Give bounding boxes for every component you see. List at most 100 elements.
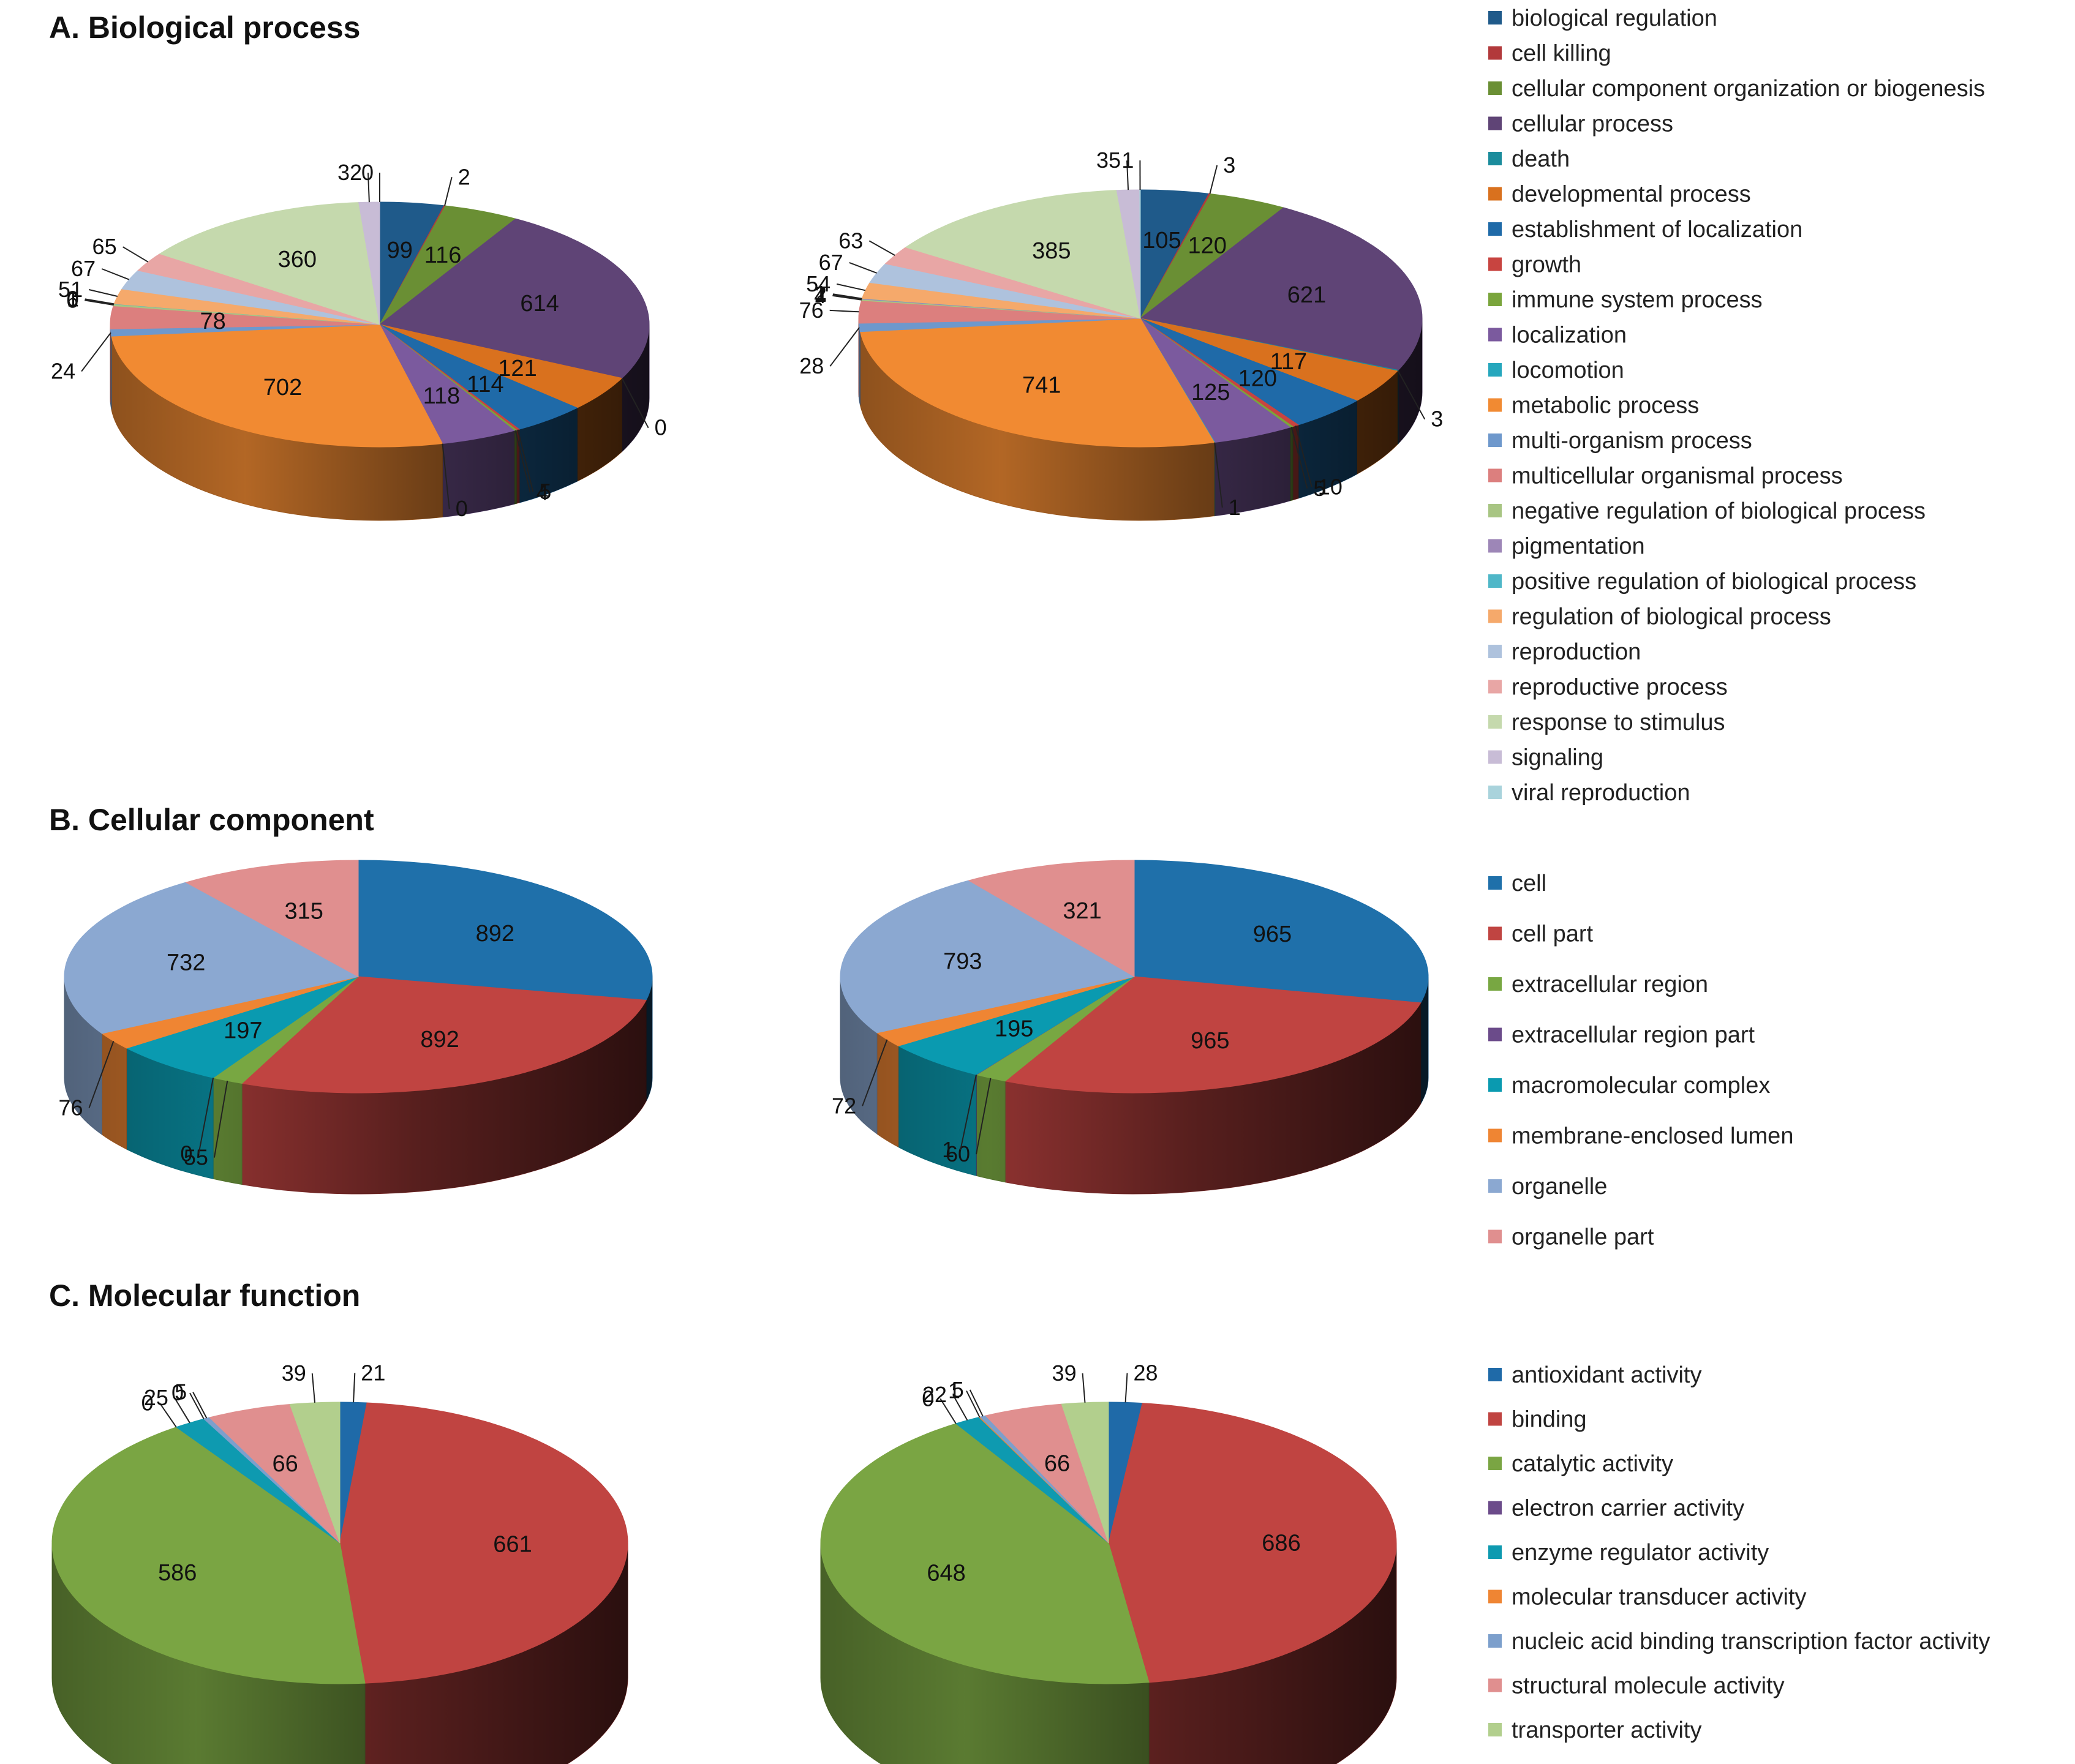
legend-swatch-multicellular-organismal-process bbox=[1488, 468, 1502, 482]
legend-label-enzyme-regulator-activity: enzyme regulator activity bbox=[1512, 1540, 1769, 1566]
legend-swatch-death bbox=[1488, 152, 1502, 165]
legend-swatch-pigmentation bbox=[1488, 539, 1502, 553]
pie-leader-line-molecular-transducer-activity bbox=[189, 1392, 205, 1419]
pie-value-label-macromolecular-complex: 195 bbox=[995, 1016, 1033, 1042]
legend-label-catalytic-activity: catalytic activity bbox=[1512, 1451, 1673, 1477]
pie-leader-line-molecular-transducer-activity bbox=[966, 1390, 981, 1417]
pie-value-label-multicellular-organismal-process: 78 bbox=[200, 309, 226, 334]
pie-value-labels: 686 648 66 28 022 15 39 bbox=[922, 1361, 1300, 1586]
legend-label-viral-reproduction: viral reproduction bbox=[1512, 780, 1690, 806]
pie-value-label-cellular-component-organization-or-biogenesis: 120 bbox=[1188, 233, 1226, 259]
pie-value-label-molecular-transducer-activity: 1 bbox=[948, 1378, 960, 1403]
pie-leader-line-enzyme-regulator-activity bbox=[952, 1394, 968, 1421]
pie-wall-shading bbox=[64, 977, 652, 1194]
legend-label-pigmentation: pigmentation bbox=[1512, 534, 1645, 560]
pie-value-label-macromolecular-complex: 197 bbox=[224, 1018, 262, 1043]
pie-value-label-enzyme-regulator-activity: 25 bbox=[144, 1385, 168, 1410]
pie-top bbox=[64, 860, 653, 1094]
legend-label-extracellular-region-part: extracellular region part bbox=[1512, 1023, 1755, 1048]
pie-value-label-binding: 686 bbox=[1262, 1530, 1300, 1556]
legend-label-growth: growth bbox=[1512, 252, 1581, 278]
pie-value-label-structural-molecule-activity: 66 bbox=[1044, 1451, 1070, 1476]
legend-swatch-electron-carrier-activity bbox=[1488, 1501, 1502, 1515]
legend-swatch-cell-part bbox=[1488, 926, 1502, 940]
pie-value-labels: 965 965 195 793 321 601 72 bbox=[832, 898, 1292, 1166]
pie-slice-establishment-of-localization bbox=[1140, 318, 1358, 426]
pie-value-label-binding: 661 bbox=[493, 1532, 532, 1558]
legend-label-multi-organism-process: multi-organism process bbox=[1512, 428, 1752, 454]
pie-leader-line-transporter-activity bbox=[1082, 1373, 1086, 1403]
pie-value-label-signaling: 35 bbox=[1096, 148, 1121, 173]
pie-leader-line-reproductive-process bbox=[122, 246, 149, 263]
pie-leader-line-regulation-of-biological-process bbox=[88, 289, 118, 297]
pie-leader-line-cell-killing bbox=[1209, 165, 1218, 194]
legend-label-biological-regulation: biological regulation bbox=[1512, 6, 1717, 31]
pie-leader-line-positive-regulation-of-biological-process bbox=[832, 293, 862, 299]
pie-value-label-multi-organism-process: 28 bbox=[799, 353, 824, 378]
pie-value-label-extracellular-region-part: 0 bbox=[180, 1141, 192, 1166]
pie-value-label-positive-regulation-of-biological-process: 1 bbox=[815, 281, 827, 306]
pie-value-label-localization: 118 bbox=[423, 383, 461, 409]
legend-swatch-localization bbox=[1488, 328, 1502, 342]
legend-label-antioxidant-activity: antioxidant activity bbox=[1512, 1362, 1702, 1388]
pie-value-label-catalytic-activity: 648 bbox=[927, 1560, 965, 1586]
pie-side-walls bbox=[858, 318, 1423, 521]
legend-swatch-enzyme-regulator-activity bbox=[1488, 1545, 1502, 1559]
pie-value-label-organelle-part: 315 bbox=[284, 899, 323, 925]
legend-label-multicellular-organismal-process: multicellular organismal process bbox=[1512, 464, 1843, 489]
pie-leader-line-nucleic-acid-binding-transcription-factor-activity bbox=[192, 1392, 208, 1419]
legend-swatch-transporter-activity bbox=[1488, 1723, 1502, 1736]
pie-value-label-establishment-of-localization: 114 bbox=[467, 372, 504, 397]
pie-slice-metabolic-process bbox=[859, 318, 1215, 448]
pie-wall-shading bbox=[859, 318, 1422, 520]
pie-value-label-response-to-stimulus: 360 bbox=[278, 247, 317, 272]
pie-slice-organelle bbox=[64, 882, 360, 1034]
legend-swatch-locomotion bbox=[1488, 363, 1502, 377]
pie-slice-catalytic-activity bbox=[820, 1423, 1150, 1684]
pie-slice-developmental-process bbox=[1140, 318, 1398, 402]
pie-slice-cellular-process bbox=[1139, 207, 1423, 371]
pie-value-label-establishment-of-localization: 120 bbox=[1238, 366, 1277, 392]
panel-title-b: B. Cellular component bbox=[49, 803, 374, 837]
pie-leader-line-antioxidant-activity bbox=[1124, 1373, 1128, 1403]
pie-value-label-electron-carrier-activity: 0 bbox=[141, 1390, 154, 1415]
pie-slice-reproductive-process bbox=[884, 247, 1141, 319]
pie-value-label-growth: 5 bbox=[539, 479, 551, 504]
legend-swatch-membrane-enclosed-lumen bbox=[1488, 1128, 1502, 1143]
pie-top bbox=[840, 860, 1429, 1094]
pie-leader-line-death bbox=[1397, 370, 1426, 420]
legend-swatch-catalytic-activity bbox=[1488, 1457, 1502, 1470]
legend-label-locomotion: locomotion bbox=[1512, 358, 1624, 383]
pie-slice-cell-part bbox=[1004, 976, 1422, 1094]
pie-slice-organelle bbox=[840, 880, 1135, 1034]
legend-mf: antioxidant activity binding catalytic act… bbox=[1488, 1362, 1990, 1743]
pie-slice-structural-molecule-activity bbox=[208, 1403, 341, 1544]
legend-label-reproduction: reproduction bbox=[1512, 639, 1641, 665]
legend-swatch-cell-killing bbox=[1488, 46, 1502, 60]
pie-slice-cell bbox=[1134, 860, 1429, 1004]
pie-slice-localization bbox=[1140, 318, 1291, 443]
legend-swatch-establishment-of-localization bbox=[1488, 222, 1502, 236]
legend-label-regulation-of-biological-process: regulation of biological process bbox=[1512, 604, 1831, 630]
legend-label-membrane-enclosed-lumen: membrane-enclosed lumen bbox=[1512, 1124, 1793, 1149]
legend-label-organelle: organelle bbox=[1512, 1174, 1607, 1199]
pie-value-label-localization: 125 bbox=[1191, 380, 1230, 405]
pie-value-label-extracellular-region-part: 1 bbox=[942, 1137, 954, 1162]
pie-leader-line-multi-organism-process bbox=[829, 327, 860, 367]
legend-label-cell-killing: cell killing bbox=[1512, 41, 1611, 67]
pie-value-label-nucleic-acid-binding-transcription-factor-activity: 5 bbox=[952, 1377, 964, 1402]
legend-label-negative-regulation-of-biological-process: negative regulation of biological proces… bbox=[1512, 498, 1926, 524]
pie-value-label-regulation-of-biological-process: 51 bbox=[58, 277, 83, 302]
legend-label-response-to-stimulus: response to stimulus bbox=[1512, 710, 1725, 735]
pie-leader-line-immune-system-process bbox=[514, 430, 531, 493]
pie-side-walls bbox=[64, 976, 653, 1195]
pie-value-label-cell: 965 bbox=[1253, 921, 1292, 947]
pie-leader-line-electron-carrier-activity bbox=[159, 1402, 177, 1428]
pie-slice-binding bbox=[339, 1402, 628, 1684]
pie-cc-right: 965 965 195 793 321 601 72 bbox=[832, 860, 1429, 1195]
pie-value-label-catalytic-activity: 586 bbox=[158, 1560, 197, 1586]
pie-value-label-transporter-activity: 39 bbox=[282, 1361, 306, 1386]
pie-slice-organelle-part bbox=[968, 860, 1135, 977]
pie-leader-line-negative-regulation-of-biological-process bbox=[85, 299, 114, 306]
legend-label-reproductive-process: reproductive process bbox=[1512, 675, 1728, 700]
